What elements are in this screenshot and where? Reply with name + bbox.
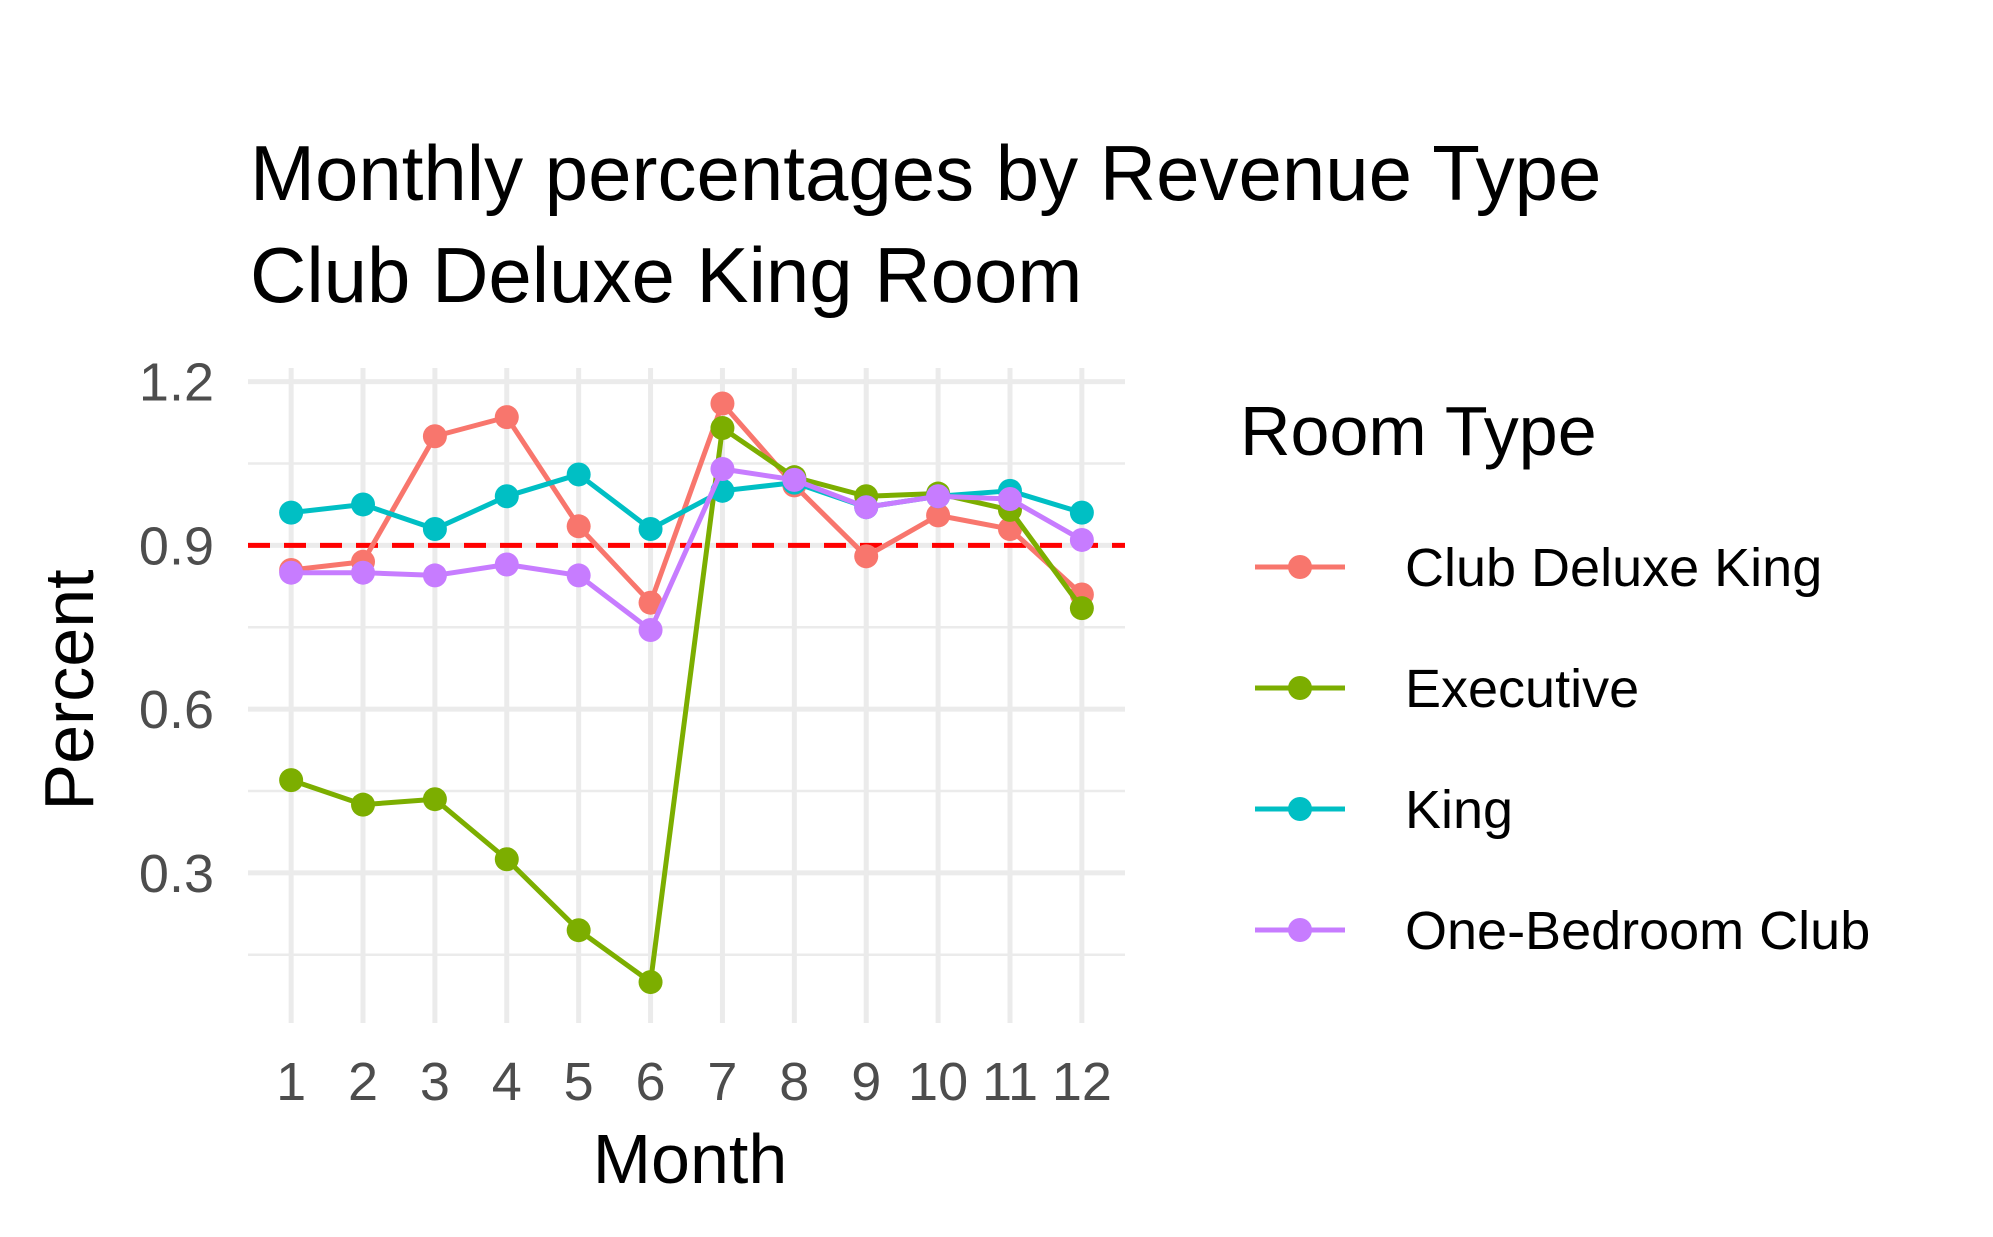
data-point — [422, 563, 447, 588]
x-tick-label: 4 — [492, 1052, 522, 1112]
data-point — [566, 514, 591, 539]
legend-label: One-Bedroom Club — [1405, 901, 1870, 961]
x-tick-label: 6 — [636, 1052, 666, 1112]
data-point — [422, 517, 447, 542]
legend-key-point — [1288, 918, 1312, 942]
data-point — [638, 517, 663, 542]
legend-label: Club Deluxe King — [1405, 538, 1822, 598]
x-tick-label: 12 — [1052, 1052, 1112, 1112]
legend-key-point — [1288, 555, 1312, 579]
data-point — [638, 590, 663, 615]
data-point — [997, 487, 1022, 511]
legend-item: One-Bedroom Club — [1255, 901, 1870, 961]
data-point — [279, 500, 304, 525]
legend-item: Club Deluxe King — [1255, 538, 1822, 598]
data-point — [710, 391, 735, 416]
y-tick-labels: 0.3 0.6 0.9 1.2 — [139, 353, 214, 904]
x-tick-label: 8 — [779, 1052, 809, 1112]
legend-item: King — [1255, 780, 1513, 840]
y-axis-title: Percent — [30, 569, 108, 810]
data-point — [494, 552, 519, 577]
x-tick-label: 1 — [276, 1052, 306, 1112]
x-tick-label: 7 — [707, 1052, 737, 1112]
chart-title: Monthly percentages by Revenue Type — [250, 129, 1601, 217]
data-point — [1069, 527, 1094, 552]
y-tick-label: 1.2 — [139, 353, 214, 413]
y-tick-label: 0.6 — [139, 680, 214, 740]
data-point — [997, 517, 1022, 542]
legend-label: King — [1405, 780, 1513, 840]
data-point — [710, 456, 735, 481]
data-point — [494, 405, 519, 430]
legend-title: Room Type — [1240, 392, 1597, 470]
x-tick-labels: 1 2 3 4 5 6 7 8 9 10 11 12 — [276, 1052, 1112, 1112]
data-point — [854, 495, 879, 520]
x-tick-label: 11 — [982, 1052, 1038, 1112]
x-tick-label: 2 — [348, 1052, 378, 1112]
data-point — [710, 416, 735, 441]
x-axis-title: Month — [593, 1120, 788, 1198]
data-point — [494, 847, 519, 872]
x-tick-label: 5 — [564, 1052, 594, 1112]
series-layer — [279, 391, 1094, 995]
x-tick-label: 9 — [851, 1052, 881, 1112]
legend-item: Executive — [1255, 659, 1639, 719]
data-point — [422, 787, 447, 812]
series-line — [290, 400, 1084, 606]
legend-label: Executive — [1405, 659, 1639, 719]
legend: Room Type Club Deluxe King Executive King O… — [1240, 392, 1870, 961]
data-point — [1069, 596, 1094, 621]
data-point — [279, 768, 304, 793]
data-point — [1069, 500, 1094, 525]
data-point — [566, 462, 591, 487]
y-tick-label: 0.3 — [139, 844, 214, 904]
data-point — [351, 792, 376, 817]
x-tick-label: 3 — [420, 1052, 450, 1112]
data-point — [926, 484, 951, 509]
data-point — [782, 467, 807, 492]
legend-key-point — [1288, 676, 1312, 700]
grid — [248, 368, 1125, 1023]
data-point — [351, 492, 376, 517]
data-point — [638, 618, 663, 642]
chart-subtitle: Club Deluxe King Room — [250, 231, 1082, 319]
data-point — [926, 503, 951, 528]
data-point — [566, 563, 591, 588]
data-point — [854, 544, 879, 569]
data-point — [351, 560, 376, 585]
data-point — [638, 970, 663, 995]
legend-key-point — [1288, 797, 1312, 821]
data-point — [422, 424, 447, 449]
data-point — [494, 484, 519, 509]
x-tick-label: 10 — [908, 1052, 968, 1112]
data-point — [279, 560, 304, 585]
series-one-bedroom-club — [279, 456, 1094, 642]
data-point — [566, 918, 591, 943]
y-tick-label: 0.9 — [139, 516, 214, 576]
